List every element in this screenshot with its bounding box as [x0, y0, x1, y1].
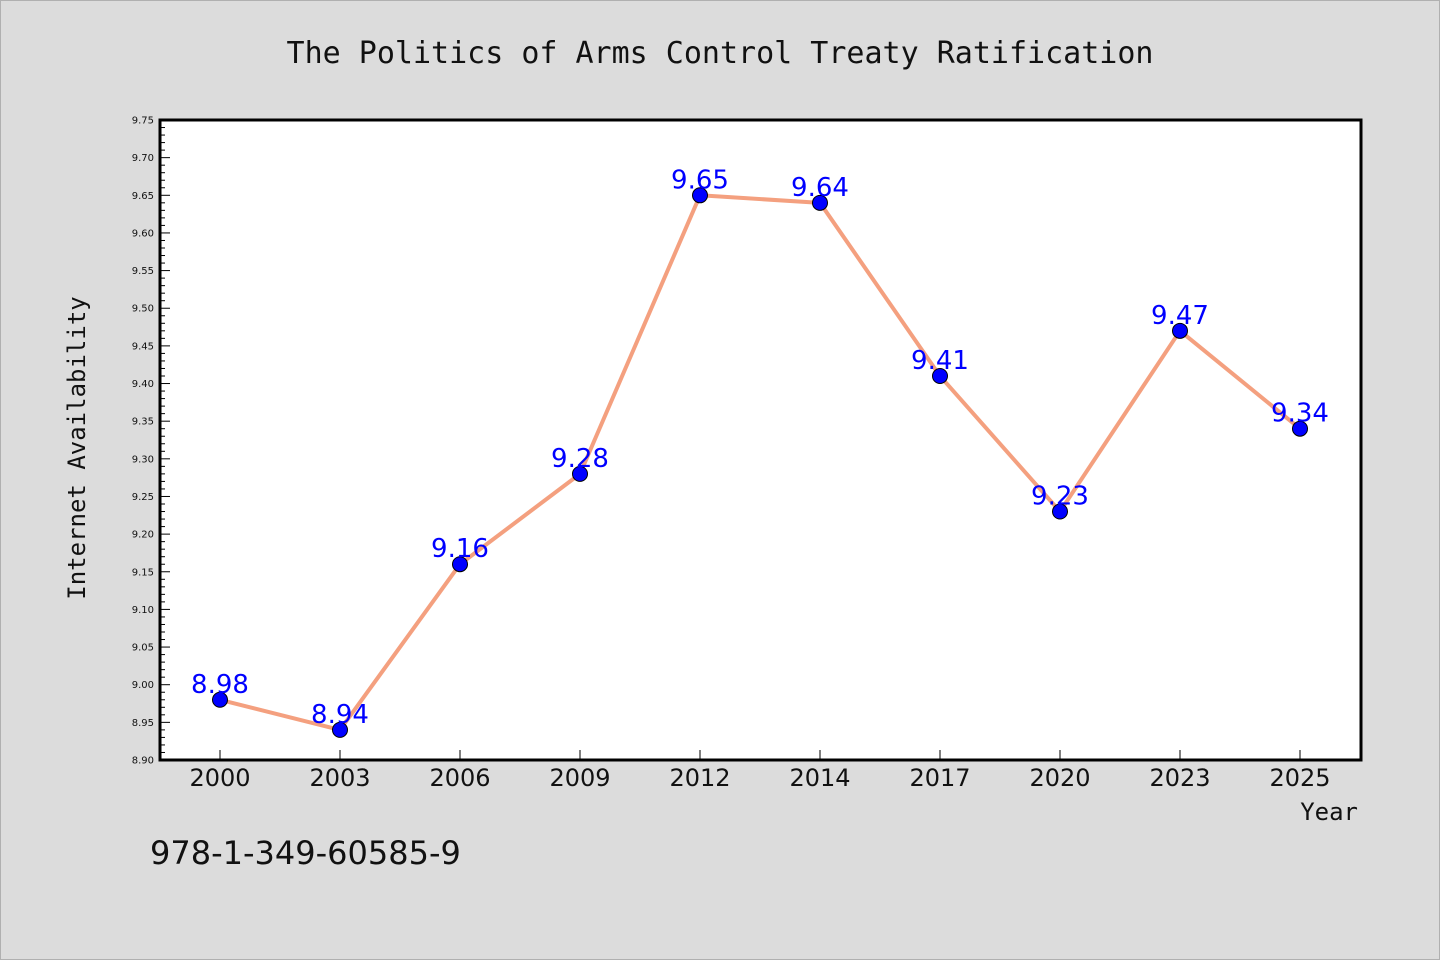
data-label: 9.28	[551, 444, 609, 474]
data-point	[572, 465, 588, 482]
data-label: 9.34	[1271, 399, 1329, 429]
y-tick-label: 9.15	[132, 567, 154, 578]
data-point	[692, 187, 708, 204]
y-tick-label: 9.40	[132, 379, 154, 390]
x-tick-label: 2003	[309, 764, 370, 792]
y-tick-label: 9.30	[132, 454, 154, 465]
y-tick-label: 9.70	[132, 153, 154, 164]
x-axis-title: Year	[1300, 798, 1358, 826]
x-tick-label: 2023	[1149, 764, 1210, 792]
x-tick-label: 2017	[909, 764, 970, 792]
y-tick-label: 9.50	[132, 304, 154, 315]
y-tick-label: 9.10	[132, 605, 154, 616]
data-labels: 8.98 8.94 9.16 9.28 9.65 9.64 9.41 9.23 9.47 9.34	[191, 165, 1329, 730]
plot-area	[158, 118, 1363, 762]
x-tick-label: 2000	[189, 764, 250, 792]
y-tick-label: 9.35	[132, 417, 154, 428]
y-tick-label: 9.05	[132, 643, 154, 654]
data-point	[452, 556, 468, 573]
data-label: 9.64	[791, 173, 849, 203]
x-tick-label: 2020	[1029, 764, 1090, 792]
y-tick-label: 9.65	[132, 191, 154, 202]
data-point	[1172, 322, 1188, 339]
data-label: 8.94	[311, 700, 369, 730]
y-tick-label: 8.95	[132, 718, 154, 729]
data-label: 9.41	[911, 346, 969, 376]
x-axis: 2000 2003 2006 2009 2012 2014 2017 2020 2023 2025	[189, 750, 1331, 792]
series-group	[212, 187, 1308, 738]
y-tick-label: 9.45	[132, 341, 154, 352]
data-point	[1292, 420, 1308, 437]
chart-title: The Politics of Arms Control Treaty Rati…	[287, 36, 1154, 71]
x-tick-label: 2025	[1269, 764, 1330, 792]
y-tick-label: 9.75	[132, 116, 154, 127]
data-point	[1052, 503, 1068, 520]
y-axis-title: Internet Availability	[63, 296, 91, 599]
y-tick-label: 9.60	[132, 228, 154, 239]
y-tick-label: 9.25	[132, 492, 154, 503]
y-axis: 8.90 8.95 9.00 9.05 9.10 9.15 9.20 9.25 9.30 9.35…	[132, 116, 170, 767]
data-point	[212, 691, 228, 708]
data-label: 9.47	[1151, 301, 1209, 331]
isbn-annotation: 978-1-349-60585-9	[150, 834, 461, 872]
series-line	[219, 193, 1302, 732]
x-tick-label: 2014	[789, 764, 850, 792]
y-tick-label: 9.20	[132, 530, 154, 541]
data-point	[332, 721, 348, 738]
data-point	[812, 194, 828, 211]
data-label: 9.65	[671, 165, 729, 195]
x-tick-label: 2006	[429, 764, 490, 792]
data-label: 8.98	[191, 670, 249, 700]
data-label: 9.16	[431, 534, 489, 564]
y-tick-label: 8.90	[132, 756, 154, 767]
y-tick-label: 9.00	[132, 680, 154, 691]
y-tick-label: 9.55	[132, 266, 154, 277]
data-point	[932, 368, 948, 384]
x-tick-label: 2009	[549, 764, 610, 792]
x-tick-label: 2012	[669, 764, 730, 792]
data-label: 9.23	[1031, 482, 1089, 512]
